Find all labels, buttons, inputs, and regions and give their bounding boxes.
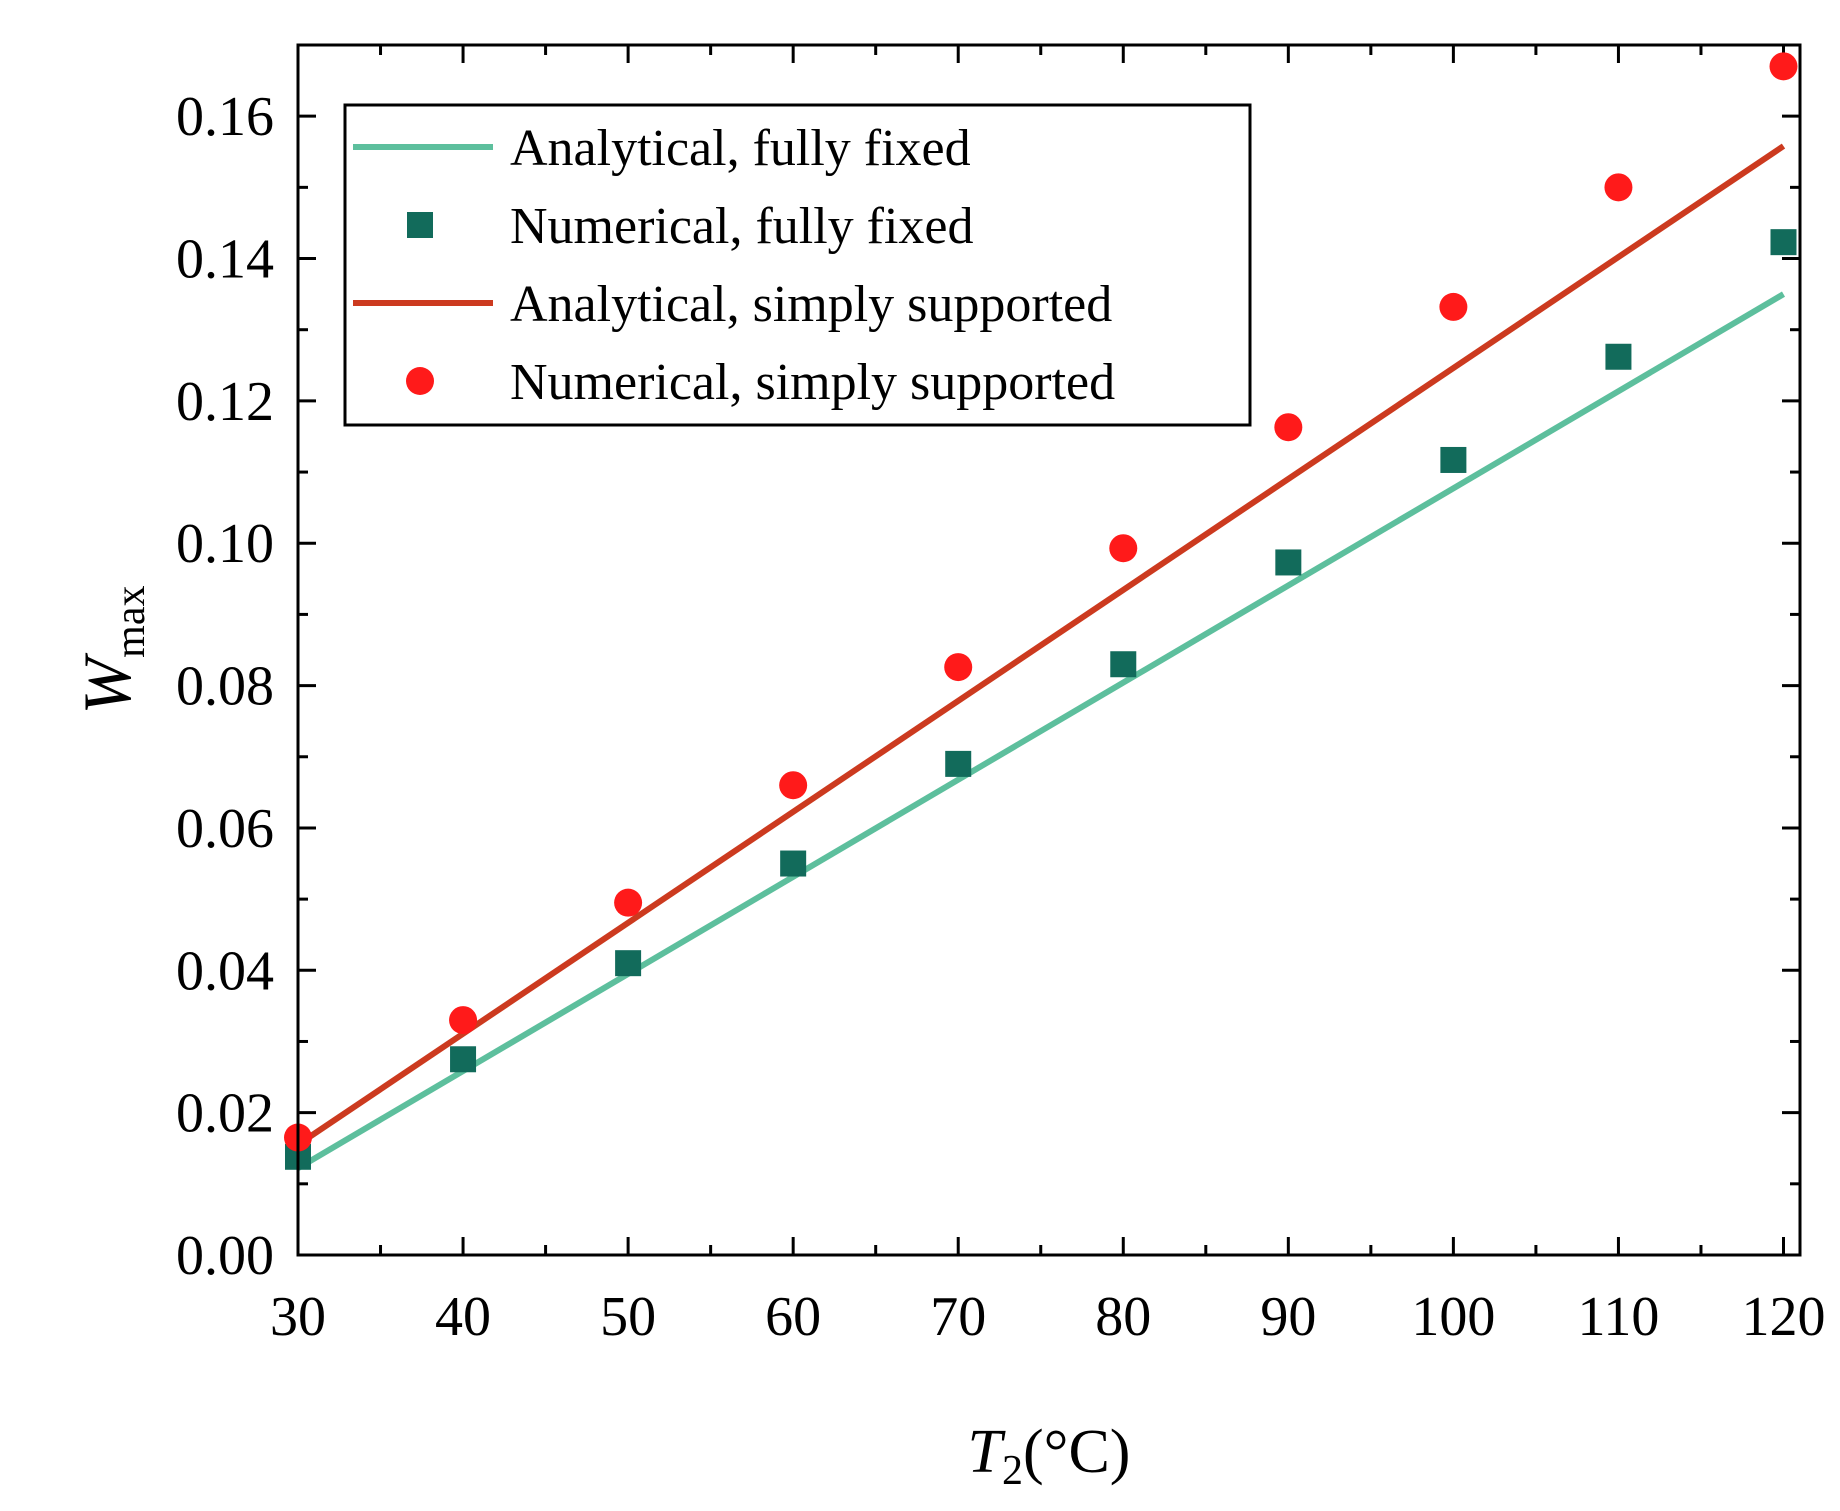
series-line	[296, 143, 1786, 1148]
x-tick-label: 90	[1260, 1286, 1316, 1348]
y-tick-label: 0.16	[176, 86, 274, 148]
y-tick-label: 0.00	[176, 1225, 274, 1287]
data-point-circle	[1109, 534, 1138, 563]
legend-label: Analytical, fully fixed	[510, 120, 971, 177]
legend: Analytical, fully fixed Numerical, fully …	[343, 103, 1252, 427]
x-tick-label: 120	[1741, 1286, 1825, 1348]
data-point-circle	[449, 1006, 478, 1035]
x-tick-label: 40	[435, 1286, 491, 1348]
x-axis-title: T2(°C)	[968, 1418, 1131, 1494]
legend-circle-swatch	[406, 367, 434, 395]
axis-tick-labels: 30 40 50 60 70 80 90 100 110 120 0.00 0.02 0.04 0.06 0…	[176, 86, 1825, 1348]
y-tick-label: 0.02	[176, 1083, 274, 1145]
data-point-circle	[1439, 292, 1468, 321]
series-line	[296, 291, 1786, 1171]
data-point-square	[615, 950, 642, 977]
data-point-square	[1770, 229, 1797, 256]
x-axis-title-main: T	[968, 1418, 1007, 1486]
data-point-circle	[779, 771, 808, 800]
series-layer	[284, 52, 1798, 1171]
legend-label: Analytical, simply supported	[510, 276, 1112, 333]
data-point-square	[780, 850, 807, 877]
y-axis-title-sub: max	[108, 586, 154, 658]
data-point-circle	[614, 888, 643, 917]
data-point-square	[945, 750, 972, 777]
y-tick-label: 0.08	[176, 656, 274, 718]
x-tick-label: 60	[765, 1286, 821, 1348]
legend-square-swatch	[407, 212, 433, 238]
series-line-2	[296, 143, 1786, 1148]
x-axis-title-unit: (°C)	[1023, 1418, 1130, 1486]
plot-frame	[296, 43, 1802, 1257]
data-point-circle	[1274, 413, 1303, 442]
y-axis-title: Wmax	[69, 586, 154, 715]
data-point-circle	[1769, 52, 1798, 81]
y-tick-label: 0.06	[176, 798, 274, 860]
legend-label: Numerical, simply supported	[510, 354, 1115, 411]
y-tick-label: 0.14	[176, 229, 274, 291]
x-axis-title-sub: 2	[1002, 1448, 1023, 1494]
x-tick-label: 70	[930, 1286, 986, 1348]
data-point-square	[1605, 343, 1632, 370]
x-tick-label: 110	[1577, 1286, 1659, 1348]
x-tick-label: 100	[1411, 1286, 1495, 1348]
series-circle-3	[284, 52, 1798, 1152]
data-point-circle	[944, 653, 973, 682]
data-point-circle	[1604, 173, 1633, 202]
y-axis-title-main: W	[69, 652, 145, 714]
data-point-square	[1110, 651, 1137, 678]
x-tick-label: 50	[600, 1286, 656, 1348]
y-tick-label: 0.04	[176, 940, 274, 1002]
x-tick-label: 80	[1095, 1286, 1151, 1348]
data-point-square	[1275, 549, 1302, 576]
x-tick-label: 30	[270, 1286, 326, 1348]
data-point-square	[1440, 446, 1467, 473]
legend-box	[343, 103, 1252, 427]
y-tick-label: 0.12	[176, 371, 274, 433]
series-line-0	[296, 291, 1786, 1171]
data-point-square	[450, 1046, 477, 1073]
y-tick-label: 0.10	[176, 513, 274, 575]
legend-label: Numerical, fully fixed	[510, 198, 974, 255]
